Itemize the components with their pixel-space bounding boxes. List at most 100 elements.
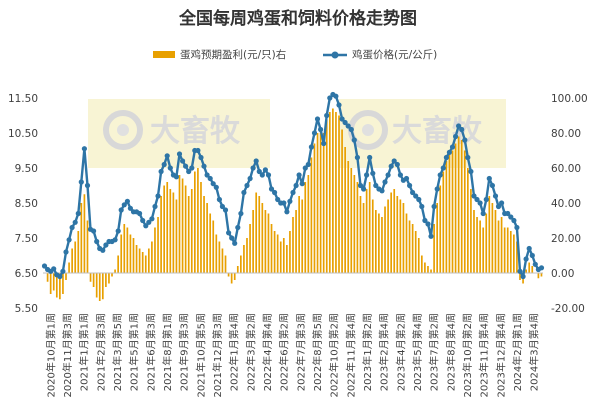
profit-bar — [221, 248, 224, 273]
profit-bar — [101, 273, 104, 300]
price-point — [324, 112, 330, 119]
price-point — [495, 203, 502, 210]
price-point — [459, 126, 465, 133]
profit-bar — [500, 217, 503, 273]
profit-bar — [322, 133, 325, 273]
chart-title: 全国每周鸡蛋和饲料价格走势图 — [178, 8, 417, 29]
price-point — [483, 196, 489, 203]
price-point — [486, 175, 492, 182]
price-point — [115, 228, 121, 234]
profit-bar — [433, 224, 435, 273]
profit-bar — [513, 234, 515, 273]
price-point — [213, 184, 219, 190]
price-point — [407, 182, 413, 189]
profit-bar — [387, 199, 389, 273]
watermark-left: 大畜牧 — [88, 99, 270, 168]
price-point — [489, 182, 495, 189]
left-tick-label: 11.50 — [8, 93, 38, 105]
profit-bar — [243, 245, 245, 273]
profit-bar — [206, 203, 208, 273]
profit-bar — [111, 273, 113, 277]
price-point — [468, 168, 474, 175]
price-point — [370, 170, 376, 176]
price-point — [480, 210, 486, 217]
price-point — [471, 193, 477, 199]
profit-bar — [540, 273, 543, 277]
legend-swatch-profit — [153, 51, 175, 58]
price-point — [526, 245, 532, 252]
profit-bar — [141, 252, 144, 273]
price-point — [195, 147, 201, 154]
price-point — [314, 116, 321, 122]
profit-bar — [448, 154, 451, 273]
price-point — [84, 182, 91, 189]
profit-bar — [494, 210, 497, 273]
price-point — [121, 202, 127, 208]
price-point — [287, 198, 293, 204]
price-point — [78, 179, 84, 185]
profit-bar — [89, 273, 92, 282]
price-point — [440, 165, 446, 171]
x-tick-label: 2023年5月第4周 — [411, 313, 424, 391]
profit-bar — [408, 220, 411, 273]
profit-bar — [310, 157, 313, 273]
price-point — [173, 174, 179, 180]
right-tick-label: -20.00 — [551, 303, 585, 315]
left-tick-label: 6.50 — [15, 268, 38, 280]
profit-bar — [353, 175, 356, 273]
profit-bar — [154, 227, 156, 273]
price-point — [198, 154, 204, 161]
x-tick-label: 2021年2月第3周 — [94, 313, 107, 391]
x-tick-label: 2022年4月第4周 — [261, 313, 274, 391]
price-point — [465, 154, 471, 161]
price-point — [265, 172, 272, 178]
profit-bar — [169, 189, 172, 273]
watermark-left-text: 大畜牧 — [150, 114, 241, 149]
price-point — [66, 237, 72, 243]
x-tick-label: 2020年11月第3周 — [61, 313, 74, 398]
price-point — [416, 196, 422, 203]
profit-bar — [200, 182, 202, 273]
profit-bar — [491, 203, 494, 273]
x-tick-label: 2024年2月第1周 — [511, 313, 524, 391]
watermark-right-text: 大畜牧 — [392, 114, 483, 149]
price-point — [462, 137, 468, 143]
profit-bar — [393, 189, 396, 273]
profit-bar — [151, 241, 153, 273]
price-point — [226, 230, 232, 236]
x-tick-label: 2022年10月第2周 — [328, 313, 341, 398]
left-tick-label: 7.50 — [15, 233, 38, 245]
price-point — [238, 210, 244, 217]
price-point — [232, 240, 238, 246]
price-point — [434, 186, 440, 192]
profit-bar — [105, 273, 107, 287]
profit-bar — [227, 273, 230, 277]
price-point — [75, 210, 81, 217]
x-tick-label: 2021年10月第5周 — [194, 313, 207, 398]
profit-bar — [424, 262, 426, 273]
price-point — [146, 219, 152, 225]
profit-bar — [163, 185, 166, 273]
price-point — [189, 165, 195, 171]
profit-bar — [157, 217, 159, 273]
price-point — [161, 161, 167, 168]
price-point — [180, 158, 186, 164]
profit-bar — [384, 206, 386, 273]
price-point — [253, 158, 259, 164]
price-point — [140, 217, 146, 224]
price-point — [281, 200, 287, 206]
price-point — [345, 123, 351, 129]
price-point — [219, 203, 225, 210]
price-point — [327, 95, 333, 101]
profit-bar — [258, 196, 261, 273]
profit-bar — [83, 194, 86, 273]
profit-bar — [215, 234, 218, 273]
price-point — [391, 158, 397, 164]
price-point — [272, 189, 278, 196]
profit-bar — [467, 168, 469, 273]
price-point — [241, 189, 247, 196]
price-point — [63, 249, 69, 255]
price-point — [419, 203, 425, 210]
profit-bar — [129, 234, 132, 273]
